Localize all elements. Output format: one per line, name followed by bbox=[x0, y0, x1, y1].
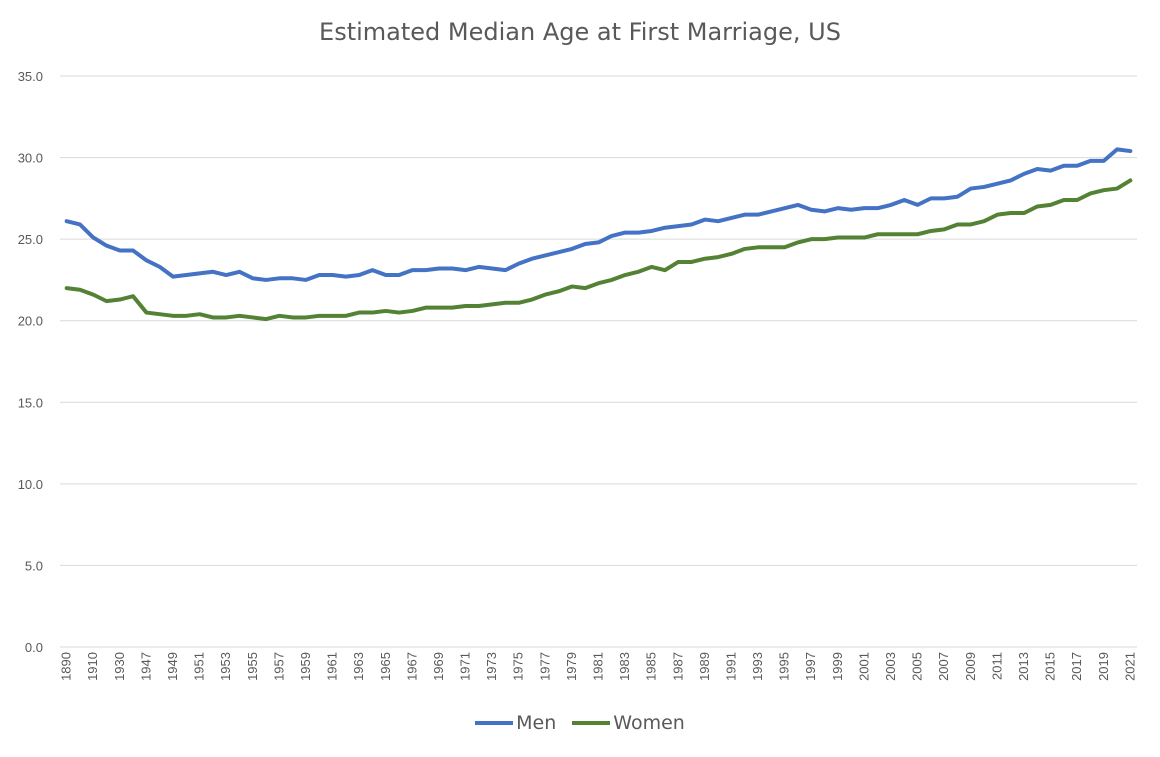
x-tick-label: 2001 bbox=[856, 652, 871, 681]
legend-item-men: Men bbox=[475, 712, 556, 734]
x-tick-label: 2021 bbox=[1122, 652, 1137, 681]
y-tick-label: 10.0 bbox=[18, 477, 43, 492]
x-tick-label: 2009 bbox=[963, 652, 978, 681]
x-tick-label: 2007 bbox=[936, 652, 951, 681]
x-tick-label: 2011 bbox=[989, 652, 1004, 680]
y-tick-label: 15.0 bbox=[18, 395, 43, 410]
x-tick-label: 1971 bbox=[458, 652, 473, 681]
x-tick-label: 1981 bbox=[591, 652, 606, 681]
x-tick-label: 1951 bbox=[192, 652, 207, 681]
x-tick-label: 2013 bbox=[1016, 652, 1031, 681]
x-tick-label: 1973 bbox=[484, 652, 499, 681]
x-tick-label: 1999 bbox=[830, 652, 845, 681]
series-line-men bbox=[64, 147, 1133, 282]
x-tick-label: 1957 bbox=[271, 652, 286, 681]
y-tick-label: 0.0 bbox=[25, 640, 43, 655]
legend: Men Women bbox=[0, 712, 1160, 734]
x-tick-label: 1983 bbox=[617, 652, 632, 681]
x-tick-label: 1991 bbox=[723, 652, 738, 681]
legend-item-women: Women bbox=[572, 712, 685, 734]
x-tick-label: 2003 bbox=[883, 652, 898, 681]
y-tick-label: 35.0 bbox=[18, 69, 43, 84]
x-tick-label: 1910 bbox=[85, 652, 100, 681]
x-tick-label: 2015 bbox=[1043, 652, 1058, 681]
x-tick-label: 1967 bbox=[404, 652, 419, 681]
legend-label-men: Men bbox=[516, 712, 557, 734]
x-tick-label: 1977 bbox=[537, 652, 552, 681]
x-tick-label: 1995 bbox=[777, 652, 792, 681]
y-tick-label: 30.0 bbox=[18, 151, 43, 166]
x-tick-label: 1997 bbox=[803, 652, 818, 681]
x-tick-label: 1993 bbox=[750, 652, 765, 681]
x-tick-label: 2005 bbox=[910, 652, 925, 681]
x-tick-label: 1959 bbox=[298, 652, 313, 681]
x-tick-label: 2017 bbox=[1069, 652, 1084, 681]
x-tick-label: 1930 bbox=[112, 652, 127, 681]
x-tick-label: 1890 bbox=[59, 652, 74, 681]
x-tick-label: 1989 bbox=[697, 652, 712, 681]
x-tick-label: 1985 bbox=[644, 652, 659, 681]
y-tick-label: 5.0 bbox=[25, 558, 43, 573]
x-tick-label: 1979 bbox=[564, 652, 579, 681]
x-tick-label: 1963 bbox=[351, 652, 366, 681]
x-tick-label: 1947 bbox=[138, 652, 153, 681]
x-tick-label: 1955 bbox=[245, 652, 260, 681]
series-line-women bbox=[64, 178, 1133, 322]
x-tick-label: 2019 bbox=[1096, 652, 1111, 681]
x-tick-label: 1987 bbox=[670, 652, 685, 681]
x-tick-label: 1949 bbox=[165, 652, 180, 681]
x-tick-label: 1969 bbox=[431, 652, 446, 681]
legend-swatch-men bbox=[475, 721, 514, 725]
x-tick-label: 1961 bbox=[325, 652, 340, 681]
x-tick-label: 1975 bbox=[511, 652, 526, 681]
x-tick-label: 1953 bbox=[218, 652, 233, 681]
y-tick-label: 20.0 bbox=[18, 314, 43, 329]
x-tick-label: 1965 bbox=[378, 652, 393, 681]
chart-title: Estimated Median Age at First Marriage, … bbox=[319, 18, 841, 46]
legend-label-women: Women bbox=[613, 712, 685, 734]
legend-swatch-women bbox=[572, 721, 611, 725]
y-tick-label: 25.0 bbox=[18, 232, 43, 247]
